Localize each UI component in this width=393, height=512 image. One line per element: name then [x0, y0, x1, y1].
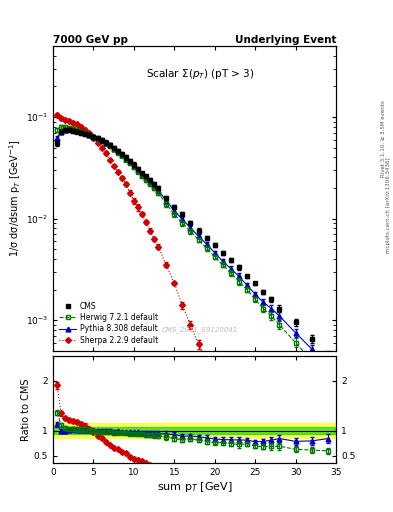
X-axis label: sum p$_T$ [GeV]: sum p$_T$ [GeV]	[157, 480, 232, 494]
Y-axis label: Ratio to CMS: Ratio to CMS	[21, 378, 31, 441]
Legend: CMS, Herwig 7.2.1 default, Pythia 8.308 default, Sherpa 2.2.9 default: CMS, Herwig 7.2.1 default, Pythia 8.308 …	[57, 300, 160, 347]
Bar	[53, 428, 336, 434]
Text: 7000 GeV pp: 7000 GeV pp	[53, 35, 128, 45]
Text: CMS_2011_S9120041: CMS_2011_S9120041	[162, 326, 239, 333]
Text: Rivet 3.1.10, ≥ 3.5M events: Rivet 3.1.10, ≥ 3.5M events	[381, 100, 386, 177]
Text: Scalar $\Sigma(p_T)$ (pT > 3): Scalar $\Sigma(p_T)$ (pT > 3)	[146, 68, 255, 81]
Text: Underlying Event: Underlying Event	[235, 35, 336, 45]
Bar	[53, 423, 336, 438]
Text: mcplots.cern.ch [arXiv:1306.3436]: mcplots.cern.ch [arXiv:1306.3436]	[386, 157, 391, 252]
Y-axis label: 1/σ dσ/dsum p$_T$ [GeV$^{-1}$]: 1/σ dσ/dsum p$_T$ [GeV$^{-1}$]	[7, 139, 23, 258]
